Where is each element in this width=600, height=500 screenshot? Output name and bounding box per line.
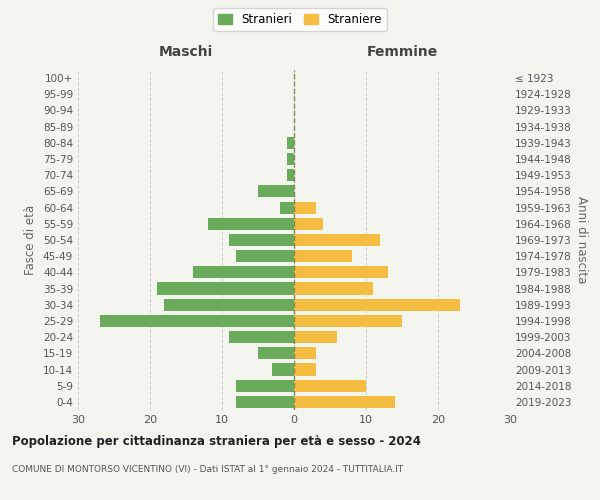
- Bar: [287, 153, 294, 165]
- Bar: [236, 380, 294, 392]
- Legend: Stranieri, Straniere: Stranieri, Straniere: [213, 8, 387, 31]
- Bar: [164, 298, 294, 311]
- Bar: [294, 282, 373, 294]
- Bar: [294, 298, 460, 311]
- Bar: [208, 218, 294, 230]
- Bar: [280, 202, 294, 213]
- Bar: [294, 348, 316, 360]
- Bar: [294, 218, 323, 230]
- Bar: [294, 234, 380, 246]
- Y-axis label: Fasce di età: Fasce di età: [25, 205, 37, 275]
- Bar: [294, 250, 352, 262]
- Bar: [294, 266, 388, 278]
- Y-axis label: Anni di nascita: Anni di nascita: [575, 196, 588, 284]
- Bar: [229, 331, 294, 343]
- Bar: [294, 364, 316, 376]
- Bar: [229, 234, 294, 246]
- Bar: [294, 331, 337, 343]
- Bar: [236, 396, 294, 408]
- Bar: [236, 250, 294, 262]
- Bar: [294, 315, 402, 327]
- Bar: [272, 364, 294, 376]
- Text: Maschi: Maschi: [159, 44, 213, 59]
- Bar: [157, 282, 294, 294]
- Bar: [294, 202, 316, 213]
- Bar: [287, 169, 294, 181]
- Bar: [193, 266, 294, 278]
- Bar: [287, 137, 294, 149]
- Text: Popolazione per cittadinanza straniera per età e sesso - 2024: Popolazione per cittadinanza straniera p…: [12, 435, 421, 448]
- Bar: [294, 396, 395, 408]
- Bar: [100, 315, 294, 327]
- Bar: [294, 380, 366, 392]
- Text: Femmine: Femmine: [367, 44, 437, 59]
- Bar: [258, 348, 294, 360]
- Text: COMUNE DI MONTORSO VICENTINO (VI) - Dati ISTAT al 1° gennaio 2024 - TUTTITALIA.I: COMUNE DI MONTORSO VICENTINO (VI) - Dati…: [12, 465, 403, 474]
- Bar: [258, 186, 294, 198]
